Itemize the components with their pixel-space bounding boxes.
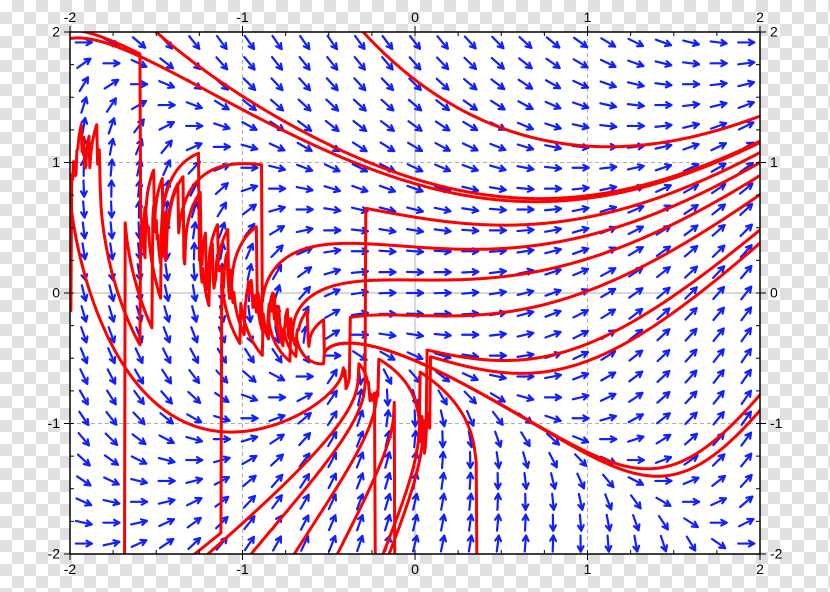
xtick-bottom: -1 [236, 561, 249, 577]
ytick-left: 1 [52, 154, 60, 170]
ytick-left: -1 [48, 415, 61, 431]
ytick-right: -2 [770, 546, 783, 562]
xtick-top: -2 [64, 9, 77, 25]
xtick-top: 2 [756, 9, 764, 25]
xtick-bottom: 1 [584, 561, 592, 577]
ytick-right: 1 [770, 154, 778, 170]
xtick-bottom: 0 [411, 561, 419, 577]
xtick-top: -1 [236, 9, 249, 25]
chart-svg: -2-2-1-1001122-2-2-1-1001122 [0, 0, 830, 592]
phase-portrait-chart: -2-2-1-1001122-2-2-1-1001122 [0, 0, 830, 592]
ytick-left: 0 [52, 285, 60, 301]
xtick-bottom: -2 [64, 561, 77, 577]
ytick-right: 2 [770, 24, 778, 40]
xtick-bottom: 2 [756, 561, 764, 577]
xtick-top: 1 [584, 9, 592, 25]
ytick-left: 2 [52, 24, 60, 40]
ytick-left: -2 [48, 546, 61, 562]
ytick-right: 0 [770, 285, 778, 301]
ytick-right: -1 [770, 415, 783, 431]
xtick-top: 0 [411, 9, 419, 25]
